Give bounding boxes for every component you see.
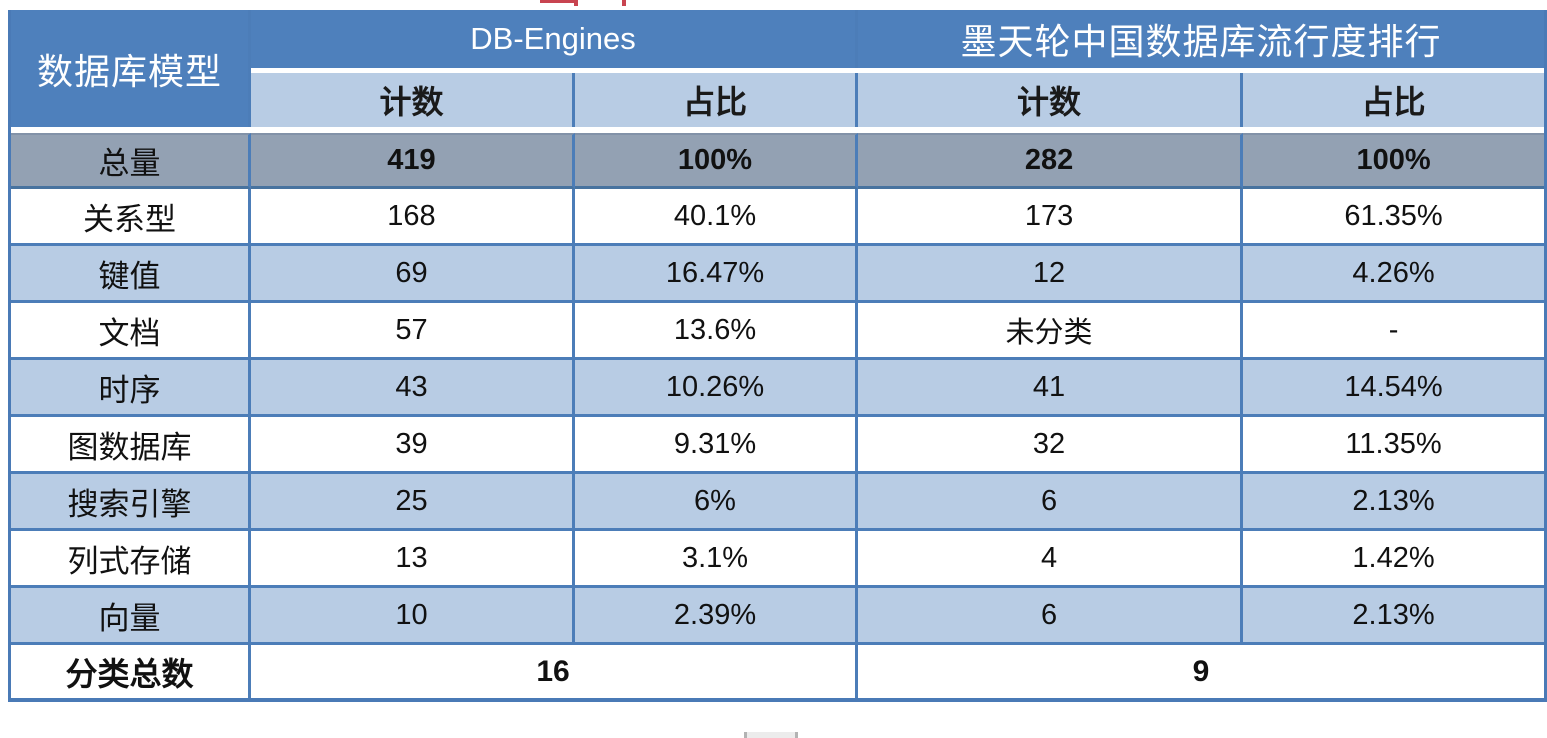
cell-dbengines-share: 3.1%: [575, 531, 859, 588]
header-row-groups: 数据库模型 DB-Engines 墨天轮中国数据库流行度排行: [11, 10, 1545, 127]
cell-dbengines-share: 40.1%: [575, 189, 859, 246]
table-row-column-store: 列式存储 13 3.1% 4 1.42%: [11, 531, 1545, 588]
cell-modb-count: 41: [858, 360, 1244, 417]
subheader-modb-share: 占比: [1243, 73, 1545, 127]
cell-modb-share: 11.35%: [1243, 417, 1545, 474]
subheader-dbengines-count: 计数: [251, 73, 575, 127]
cell-modb-count: 6: [858, 588, 1244, 645]
table-row-time-series: 时序 43 10.26% 41 14.54%: [11, 360, 1545, 417]
table-row-category-totals: 分类总数 16 9: [11, 645, 1545, 698]
cell-dbengines-count: 10: [251, 588, 575, 645]
row-label: 分类总数: [11, 645, 251, 698]
cell-dbengines-share: 2.39%: [575, 588, 859, 645]
database-model-comparison-table: 数据库模型 DB-Engines 墨天轮中国数据库流行度排行 计数 占比 计数 …: [8, 10, 1547, 702]
row-label: 文档: [11, 303, 251, 360]
cell-dbengines-share: 13.6%: [575, 303, 859, 360]
header-gap-row: [11, 68, 1545, 73]
header-model-column: 数据库模型: [11, 10, 251, 127]
red-annotation-fragment: [574, 0, 578, 6]
cell-modb-count: 4: [858, 531, 1244, 588]
cell-modb-share: 2.13%: [1243, 474, 1545, 531]
cell-modb-count: 未分类: [858, 303, 1244, 360]
header-gap: [251, 68, 1545, 73]
table-row-search-engine: 搜索引擎 25 6% 6 2.13%: [11, 474, 1545, 531]
row-label: 键值: [11, 246, 251, 303]
subheader-modb-count: 计数: [858, 73, 1244, 127]
cell-dbengines-count: 13: [251, 531, 575, 588]
cell-dbengines-category-total: 16: [251, 645, 859, 698]
cell-dbengines-count: 43: [251, 360, 575, 417]
table-row-vector: 向量 10 2.39% 6 2.13%: [11, 588, 1545, 645]
cell-modb-share: 14.54%: [1243, 360, 1545, 417]
row-label: 时序: [11, 360, 251, 417]
cell-dbengines-share: 9.31%: [575, 417, 859, 474]
cell-dbengines-share: 10.26%: [575, 360, 859, 417]
cell-modb-count: 173: [858, 189, 1244, 246]
row-label: 列式存储: [11, 531, 251, 588]
cell-dbengines-share: 6%: [575, 474, 859, 531]
table-row-relational: 关系型 168 40.1% 173 61.35%: [11, 189, 1545, 246]
table-row-total: 总量 419 100% 282 100%: [11, 133, 1545, 189]
red-annotation-fragment: [622, 0, 626, 6]
cell-dbengines-count: 419: [251, 133, 575, 189]
cell-modb-count: 32: [858, 417, 1244, 474]
row-label: 总量: [11, 133, 251, 189]
header-group-db-engines: DB-Engines: [251, 10, 859, 68]
subheader-dbengines-share: 占比: [575, 73, 859, 127]
cell-modb-share: 2.13%: [1243, 588, 1545, 645]
cell-dbengines-count: 25: [251, 474, 575, 531]
cell-modb-share: -: [1243, 303, 1545, 360]
cell-modb-share: 61.35%: [1243, 189, 1545, 246]
cell-modb-count: 12: [858, 246, 1244, 303]
row-label: 关系型: [11, 189, 251, 246]
table-row-graph: 图数据库 39 9.31% 32 11.35%: [11, 417, 1545, 474]
red-annotation-fragment: [540, 0, 578, 3]
cell-dbengines-count: 69: [251, 246, 575, 303]
body-gap: [11, 127, 1545, 133]
cell-dbengines-share: 100%: [575, 133, 859, 189]
row-label: 搜索引擎: [11, 474, 251, 531]
cell-modb-share: 4.26%: [1243, 246, 1545, 303]
cell-dbengines-count: 39: [251, 417, 575, 474]
table-row-key-value: 键值 69 16.47% 12 4.26%: [11, 246, 1545, 303]
cell-modb-share: 1.42%: [1243, 531, 1545, 588]
body-gap-row: [11, 127, 1545, 133]
cell-modb-share: 100%: [1243, 133, 1545, 189]
bottom-edge-fragment: [744, 732, 798, 738]
cell-dbengines-count: 168: [251, 189, 575, 246]
cell-dbengines-count: 57: [251, 303, 575, 360]
cell-modb-count: 6: [858, 474, 1244, 531]
cell-modb-category-total: 9: [858, 645, 1545, 698]
table-row-document: 文档 57 13.6% 未分类 -: [11, 303, 1545, 360]
row-label: 向量: [11, 588, 251, 645]
cell-modb-count: 282: [858, 133, 1244, 189]
cell-dbengines-share: 16.47%: [575, 246, 859, 303]
header-group-modb-ranking: 墨天轮中国数据库流行度排行: [858, 10, 1545, 68]
header-row-subcolumns: 计数 占比 计数 占比: [11, 73, 1545, 127]
row-label: 图数据库: [11, 417, 251, 474]
